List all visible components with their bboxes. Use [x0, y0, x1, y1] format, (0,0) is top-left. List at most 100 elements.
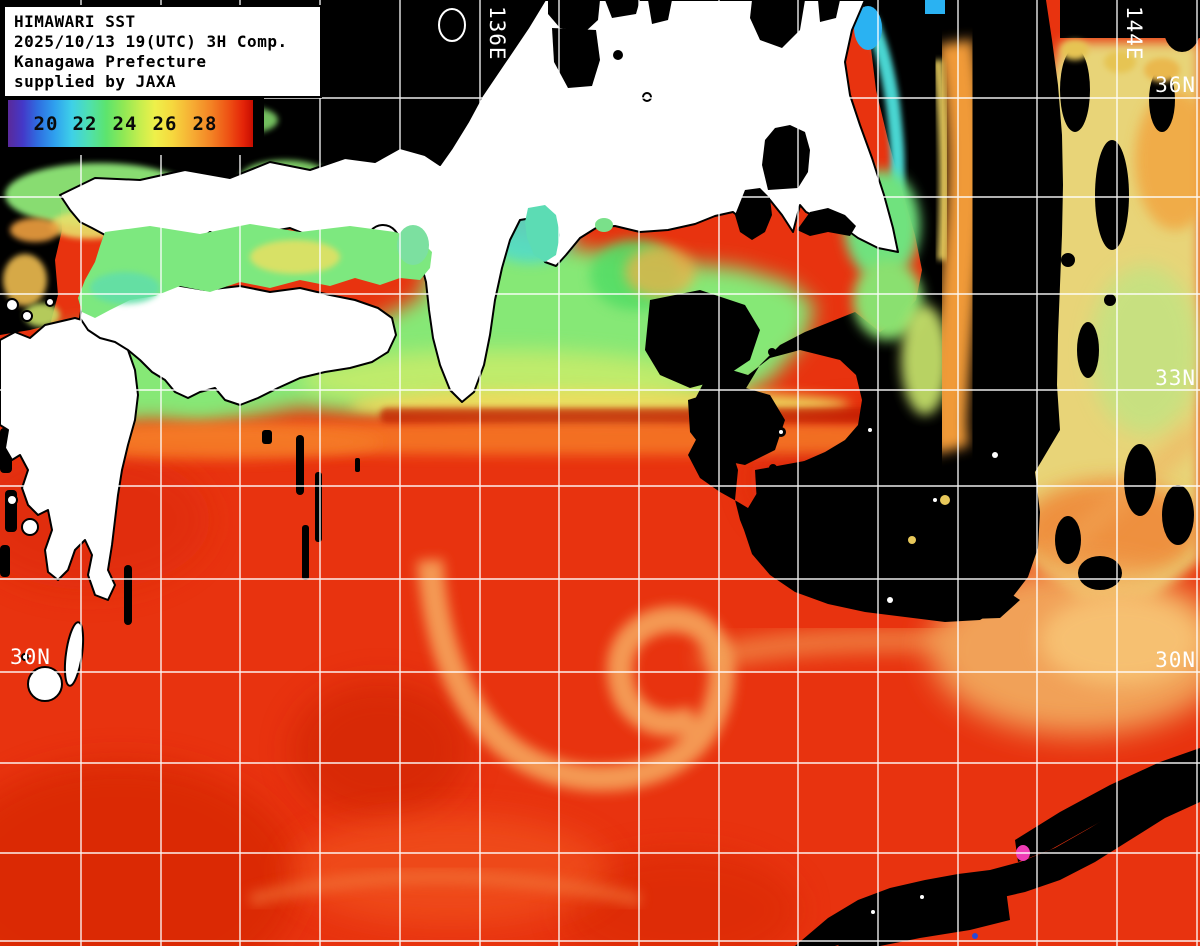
- inland-sea-aqua-patch: [90, 272, 160, 304]
- legend-tick-22: 22: [72, 112, 98, 135]
- cloud-blob-east: [1149, 68, 1175, 132]
- small-island: [642, 92, 652, 102]
- label-36n: 36N: [1155, 73, 1196, 97]
- land-cloud: [750, 0, 805, 48]
- orange-patch-sea-of-japan: [10, 218, 60, 242]
- pale-warm-core: [1040, 595, 1200, 685]
- label-144e: 144E: [1122, 6, 1146, 61]
- inland-waters: [78, 205, 613, 318]
- speck: [992, 452, 998, 458]
- izu-island-speck: [769, 464, 777, 472]
- land-cloud-dot: [464, 52, 476, 64]
- small-island: [21, 518, 39, 536]
- cold-blue-patch: [854, 6, 882, 50]
- suruga-bay-cloud: [735, 188, 772, 240]
- izu-island-center: [779, 430, 783, 434]
- land-cloud: [648, 0, 672, 24]
- small-island: [21, 653, 29, 661]
- title-line-product: HIMAWARI SST: [14, 12, 136, 31]
- seto-inland-sea: [78, 224, 432, 318]
- land-cloud-dot: [613, 50, 623, 60]
- warm-patch-tsushima: [24, 303, 60, 327]
- yellow-column-edge: [933, 59, 950, 261]
- label-30n-right: 30N: [1155, 648, 1196, 672]
- legend-tick-28: 28: [192, 112, 218, 135]
- sst-colorbar-legend: 20 22 24 26 28: [0, 93, 264, 155]
- cloud-lobe: [645, 290, 760, 388]
- warm-speck-in-bay: [625, 246, 695, 298]
- legend-tick-26: 26: [152, 112, 178, 135]
- cloud-blob-east: [1055, 516, 1081, 564]
- small-island: [45, 297, 55, 307]
- cloud-blob-east: [1162, 485, 1194, 545]
- cloud-band-bottomright: [838, 882, 1010, 946]
- sst-colorbar-gradient: 20 22 24 26 28: [8, 100, 253, 147]
- green-coastal-blob: [853, 260, 923, 340]
- cloud-dash: [296, 435, 304, 495]
- orange-streak-east: [1135, 90, 1200, 230]
- cloud-dash: [315, 472, 322, 542]
- yellow-dot: [908, 536, 916, 544]
- yellow-speck-topright: [1144, 58, 1180, 82]
- kuroshio-streak-east: [697, 629, 951, 671]
- land-cloud: [818, 0, 840, 22]
- land-cloud: [605, 0, 640, 18]
- cloud-blob-east: [1124, 444, 1156, 516]
- cloud-dash: [302, 525, 309, 580]
- blue-speck: [972, 933, 978, 939]
- small-island: [21, 310, 33, 322]
- speck: [868, 428, 872, 432]
- title-line-region: Kanagawa Prefecture: [14, 52, 207, 71]
- legend-tick-20: 20: [33, 112, 59, 135]
- izu-island-speck: [768, 348, 776, 356]
- osaka-bay: [397, 225, 429, 265]
- speck: [871, 910, 875, 914]
- cloud-blob-east: [1060, 48, 1090, 132]
- cloud-dash: [124, 565, 132, 625]
- tanegashima-island: [63, 621, 85, 687]
- green-tinge-patch: [1090, 265, 1200, 435]
- warm-patch-tsushima: [3, 254, 47, 306]
- cloud-lobe: [755, 460, 870, 560]
- land-cloud: [548, 0, 600, 32]
- speck: [920, 895, 924, 899]
- orange-column-streak: [930, 38, 984, 455]
- yellow-dot: [940, 495, 950, 505]
- label-33n: 33N: [1155, 366, 1196, 390]
- cloud-dash: [262, 430, 272, 444]
- pale-bottom-streak: [248, 869, 642, 907]
- cloud-blob-east: [1078, 556, 1122, 590]
- yellow-speck-topright: [1104, 51, 1136, 73]
- cloud-dot: [1061, 253, 1075, 267]
- small-island: [5, 298, 19, 312]
- cloud-band-bottomright: [1015, 748, 1200, 862]
- cloud-dot: [1104, 294, 1116, 306]
- yakushima-island: [27, 666, 63, 702]
- light-red-streak: [290, 815, 610, 925]
- speck: [933, 498, 937, 502]
- cloud-dash: [0, 545, 10, 577]
- inland-sea-yellow-patch: [250, 240, 340, 274]
- label-136e: 136E: [485, 6, 509, 61]
- sagami-bay-cloud: [797, 208, 856, 236]
- title-line-source: supplied by JAXA: [14, 72, 177, 91]
- legend-tick-24: 24: [112, 112, 138, 135]
- dark-red-patch: [290, 680, 470, 820]
- shikoku-landmass: [79, 284, 397, 406]
- title-line-datetime: 2025/10/13 19(UTC) 3H Comp.: [14, 32, 288, 51]
- cloud-blob-east: [1164, 8, 1200, 52]
- cloud-blob-east: [1077, 322, 1099, 378]
- cold-blue-patch: [925, 0, 945, 14]
- cloud-dash: [355, 458, 360, 472]
- ise-bay: [525, 205, 560, 262]
- dark-red-patch: [560, 850, 800, 946]
- izu-island-speck: [785, 504, 793, 512]
- kyushu-landmass: [0, 317, 139, 601]
- title-box: HIMAWARI SST 2025/10/13 19(UTC) 3H Comp.…: [3, 5, 322, 98]
- lake-biwa-cloud: [438, 8, 466, 42]
- land-cloud: [552, 28, 600, 88]
- label-30n-left: 30N: [10, 645, 51, 669]
